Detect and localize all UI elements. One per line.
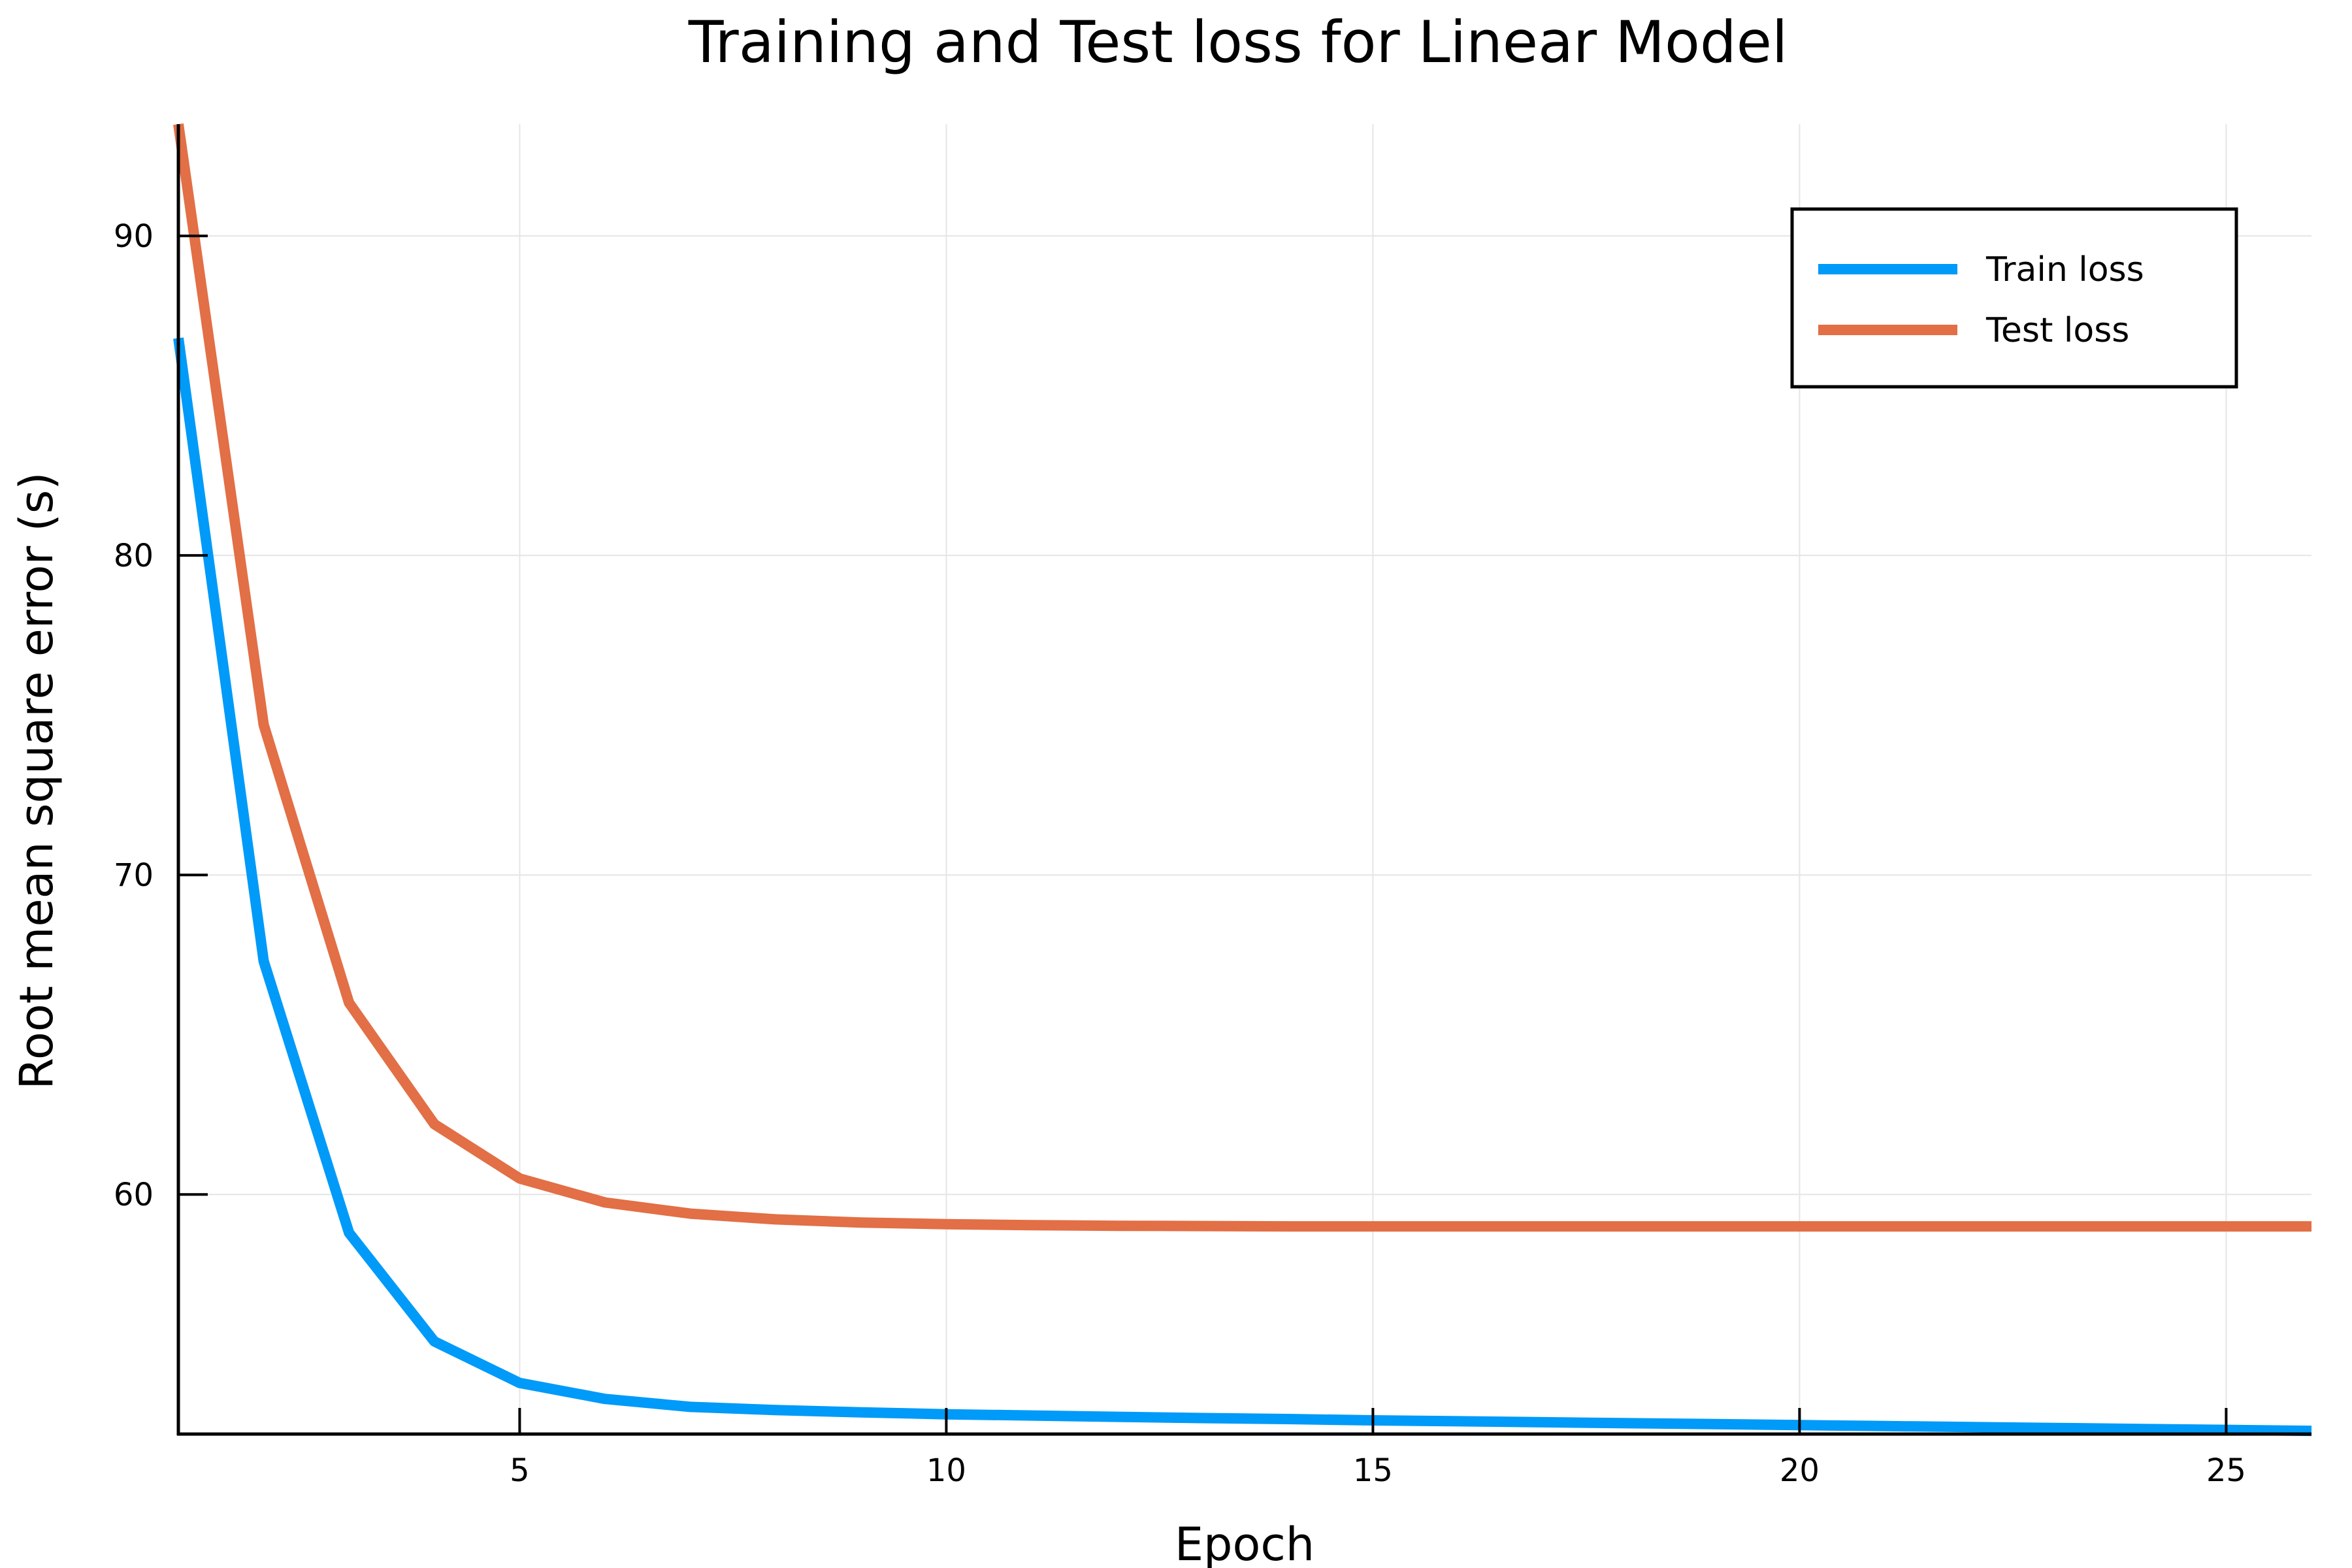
x-tick-label: 15: [1353, 1452, 1393, 1489]
series-line-test: [173, 123, 2311, 1232]
legend-box: [1790, 207, 2238, 389]
series-line-train: [173, 337, 2312, 1437]
axes-layer: 5 10 15 20 25 60 70 80 90: [114, 124, 2311, 1489]
x-tick-label: 20: [1780, 1452, 1820, 1489]
y-tick-label: 90: [114, 218, 154, 255]
y-tick-label: 70: [114, 857, 154, 894]
series-layer: [173, 123, 2312, 1437]
y-tick-label: 80: [114, 538, 154, 574]
legend: Train loss Test loss: [1790, 207, 2238, 389]
chart-title: Training and Test loss for Linear Model: [688, 8, 1788, 76]
x-tick-label: 5: [510, 1452, 530, 1489]
x-tick-label: 10: [926, 1452, 966, 1489]
legend-label-train: Train loss: [1985, 250, 2144, 289]
legend-label-test: Test loss: [1985, 311, 2129, 350]
x-tick-label: 25: [2206, 1452, 2246, 1489]
y-axis-label: Root mean square error (s): [10, 472, 63, 1089]
y-tick-label: 60: [114, 1177, 154, 1213]
x-axis-label: Epoch: [1175, 1518, 1315, 1568]
